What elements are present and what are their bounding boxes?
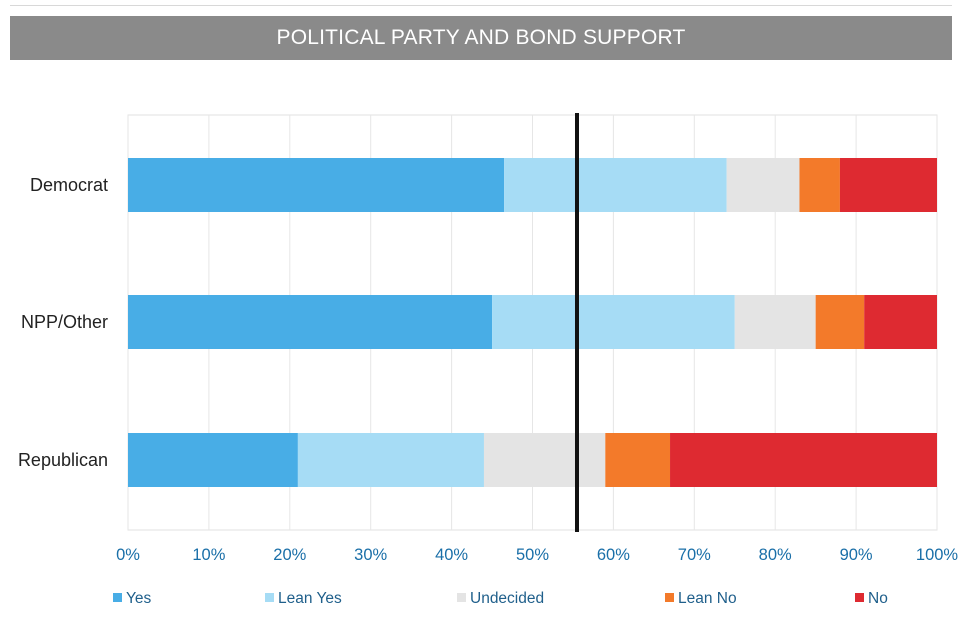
x-tick-label: 0% xyxy=(116,546,140,564)
legend-label: Lean No xyxy=(678,590,737,607)
bar-segment xyxy=(734,295,816,349)
bar-segment xyxy=(670,433,937,487)
bar-segment xyxy=(864,295,937,349)
bar-segment xyxy=(504,158,727,212)
x-tick-label: 60% xyxy=(597,546,630,564)
bar-segment xyxy=(839,158,937,212)
x-tick-label: 50% xyxy=(516,546,549,564)
category-label: Republican xyxy=(18,450,108,470)
bar-segment xyxy=(128,158,505,212)
bar-segment xyxy=(128,295,493,349)
x-tick-label: 40% xyxy=(435,546,468,564)
bar-segment xyxy=(297,433,484,487)
legend-swatch xyxy=(457,593,466,602)
bar-segment xyxy=(815,295,865,349)
bar-segment xyxy=(799,158,840,212)
legend-label: Undecided xyxy=(470,590,544,607)
title-bar: POLITICAL PARTY AND BOND SUPPORT xyxy=(10,16,952,60)
x-tick-label: 90% xyxy=(840,546,873,564)
x-tick-label: 30% xyxy=(354,546,387,564)
top-divider xyxy=(10,5,952,6)
x-tick-label: 20% xyxy=(273,546,306,564)
legend-label: Lean Yes xyxy=(278,590,342,607)
x-tick-label: 70% xyxy=(678,546,711,564)
category-label: Democrat xyxy=(30,175,108,195)
legend-swatch xyxy=(265,593,274,602)
legend-label: Yes xyxy=(126,590,152,607)
bar-segment xyxy=(605,433,671,487)
category-label: NPP/Other xyxy=(21,312,108,332)
bar-segment xyxy=(492,295,735,349)
x-tick-label: 100% xyxy=(916,546,959,564)
bar-segment xyxy=(128,433,298,487)
bar-segment xyxy=(483,433,606,487)
bar-segment xyxy=(726,158,800,212)
x-tick-label: 10% xyxy=(192,546,225,564)
legend-swatch xyxy=(665,593,674,602)
legend-swatch xyxy=(855,593,864,602)
legend-swatch xyxy=(113,593,122,602)
chart-title: POLITICAL PARTY AND BOND SUPPORT xyxy=(276,26,686,49)
x-tick-label: 80% xyxy=(759,546,792,564)
legend-label: No xyxy=(868,590,888,607)
